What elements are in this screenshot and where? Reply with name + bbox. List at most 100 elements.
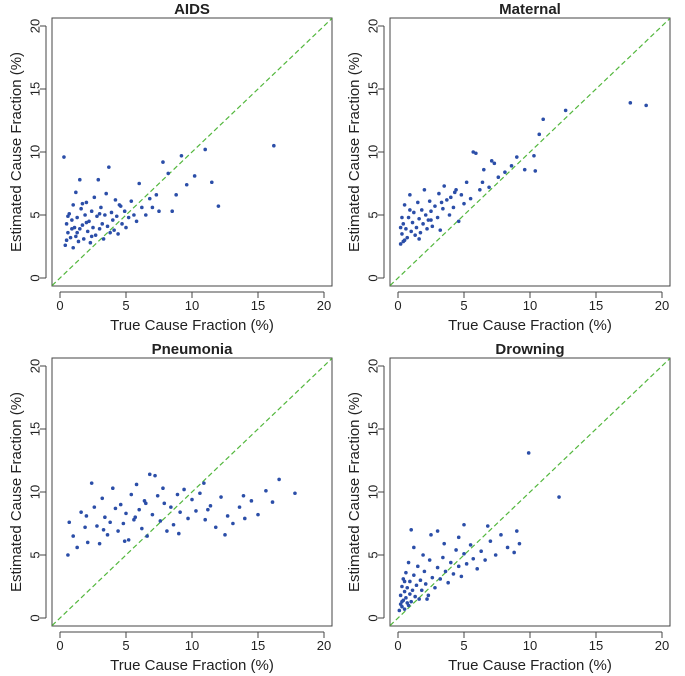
data-point	[182, 487, 186, 492]
x-tick-label: 5	[460, 638, 467, 653]
data-point	[68, 235, 73, 240]
data-point	[169, 505, 173, 509]
x-tick-label: 20	[655, 298, 669, 313]
data-point	[223, 533, 227, 537]
data-point	[414, 225, 419, 230]
data-point	[418, 578, 423, 582]
data-point	[422, 188, 427, 192]
data-point	[129, 492, 134, 497]
chart-panel: AIDS 0 5 10 15 20 0 5 10 15 20 True Cause Fraction …	[8, 1, 333, 334]
data-point	[429, 209, 433, 214]
data-point	[419, 208, 424, 212]
data-point	[62, 155, 66, 159]
data-point	[118, 502, 123, 507]
data-point	[644, 103, 648, 108]
data-point	[134, 482, 139, 487]
y-tick-label: 5	[27, 551, 42, 558]
data-point	[410, 220, 415, 225]
data-point	[423, 213, 428, 217]
data-point	[426, 593, 431, 598]
data-point	[398, 225, 403, 230]
data-point	[419, 588, 424, 593]
panel-title: Maternal	[499, 1, 561, 18]
data-point	[63, 243, 68, 248]
data-point	[459, 193, 464, 197]
data-point	[563, 108, 568, 113]
data-point	[425, 597, 429, 601]
x-tick-label: 20	[317, 638, 331, 653]
data-point	[153, 473, 157, 478]
data-point	[84, 200, 89, 205]
y-axis-label: Estimated Cause Fraction (%)	[346, 52, 363, 252]
chart-panel: Maternal 0 5 10 15 20 0 5 10 15 20 True Cause Fract…	[346, 1, 671, 334]
data-point	[89, 209, 94, 214]
data-point	[66, 214, 70, 219]
data-point	[78, 177, 82, 182]
data-point	[97, 227, 102, 231]
data-point	[122, 209, 127, 214]
data-point	[85, 229, 90, 234]
data-point	[79, 510, 83, 514]
data-point	[101, 528, 106, 532]
x-tick-label: 10	[185, 638, 199, 653]
y-tick-label: 20	[27, 359, 42, 373]
y-tick-label: 20	[365, 19, 380, 33]
data-point	[480, 180, 485, 185]
data-point	[435, 565, 440, 570]
data-point	[398, 593, 403, 598]
data-point	[398, 242, 403, 246]
data-point	[92, 195, 97, 200]
y-tick-label: 5	[365, 211, 380, 218]
data-point	[464, 562, 469, 566]
data-point	[402, 579, 407, 584]
data-point	[84, 514, 89, 518]
data-point	[412, 210, 416, 215]
x-tick-label: 0	[394, 638, 401, 653]
data-point	[161, 160, 165, 164]
data-point	[264, 488, 268, 493]
data-point	[408, 579, 412, 584]
data-point	[427, 199, 432, 203]
x-tick-label: 5	[460, 298, 467, 313]
data-point	[171, 522, 176, 527]
data-point	[430, 575, 435, 580]
data-point	[96, 177, 101, 182]
data-point	[405, 585, 410, 590]
data-point	[111, 486, 115, 491]
data-point	[445, 198, 449, 202]
data-point	[515, 155, 519, 159]
data-point	[474, 151, 478, 156]
data-point	[154, 193, 159, 197]
data-point	[137, 181, 141, 186]
data-point	[113, 198, 118, 202]
data-point	[192, 174, 197, 178]
data-point	[441, 555, 445, 560]
data-point	[293, 491, 297, 496]
data-point	[512, 550, 516, 555]
data-point	[165, 529, 169, 533]
data-point	[170, 209, 174, 214]
data-point	[429, 218, 433, 222]
data-point	[459, 574, 464, 579]
data-point	[416, 200, 420, 205]
data-point	[89, 481, 94, 485]
data-point	[451, 572, 456, 576]
data-point	[186, 516, 190, 521]
data-point	[437, 191, 441, 196]
data-point	[446, 580, 450, 585]
data-point	[462, 522, 466, 527]
data-point	[213, 525, 218, 530]
data-point	[449, 560, 453, 565]
data-point	[162, 501, 167, 506]
y-tick-label: 10	[27, 485, 42, 499]
data-point	[95, 214, 99, 219]
data-point	[81, 237, 86, 241]
data-point	[468, 543, 473, 547]
data-point	[243, 516, 247, 521]
data-point	[438, 228, 443, 232]
data-point	[161, 486, 165, 491]
data-point	[137, 507, 141, 512]
data-point	[482, 167, 486, 172]
data-point	[80, 223, 85, 227]
data-point	[439, 200, 444, 205]
